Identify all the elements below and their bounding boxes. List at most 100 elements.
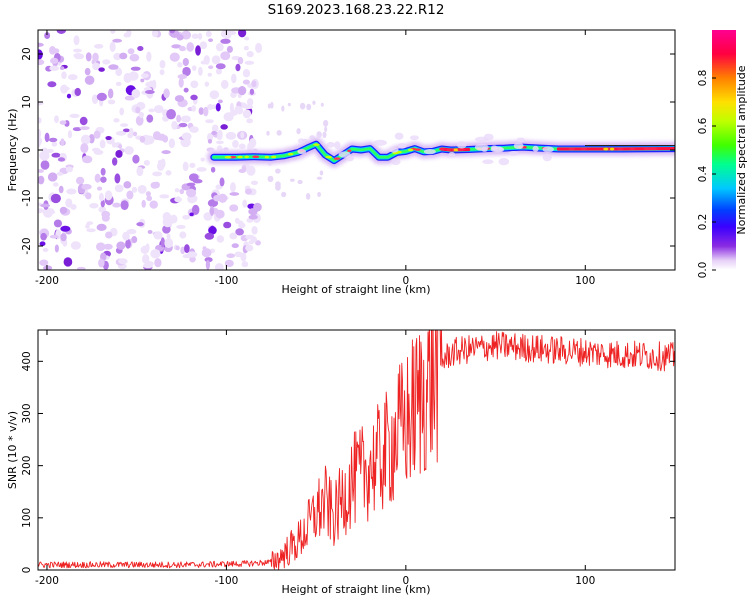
noise-blob <box>146 195 153 202</box>
noise-blob <box>85 192 92 200</box>
1-y-tick-label: 300 <box>21 403 33 423</box>
noise-blob <box>91 147 101 153</box>
noise-blob <box>142 263 154 269</box>
colorbar-gradient <box>712 30 736 270</box>
noise-blob <box>105 136 112 141</box>
noise-speckle <box>317 191 321 198</box>
noise-blob <box>139 135 146 143</box>
noise-speckle <box>281 191 287 198</box>
noise-blob <box>202 246 207 251</box>
ridge-hotspot <box>347 149 352 153</box>
noise-blob <box>216 140 224 145</box>
noise-blob <box>203 55 210 65</box>
snr-frame <box>37 329 676 571</box>
noise-blob <box>255 42 263 53</box>
noise-blob <box>109 41 116 53</box>
noise-blob <box>140 78 145 83</box>
noise-blob <box>251 225 258 235</box>
noise-blob <box>59 206 68 214</box>
noise-blob <box>243 45 249 51</box>
noise-speckle <box>296 128 301 135</box>
noise-blob <box>223 221 232 229</box>
noise-blob <box>105 231 113 239</box>
noise-blob <box>131 89 141 99</box>
noise-blob <box>112 202 121 208</box>
colorbar-label: Normalized spectral amplitude <box>735 65 748 234</box>
ridge-smear <box>423 148 436 155</box>
noise-blob <box>125 239 131 249</box>
noise-blob <box>130 66 141 71</box>
ridge-smear <box>508 151 519 156</box>
ridge-smear <box>346 155 355 162</box>
ridge-hotspot <box>568 147 576 151</box>
noise-blob <box>177 74 188 80</box>
noise-blob <box>137 45 144 51</box>
ridge-smear <box>498 158 510 166</box>
noise-blob <box>220 124 228 130</box>
ridge-hotspot <box>453 148 459 152</box>
colorbar-tick-label: 0.0 <box>697 262 709 279</box>
noise-blob <box>118 144 123 149</box>
ridge-smear <box>532 145 539 152</box>
noise-blob <box>223 112 234 122</box>
noise-blob <box>47 81 57 88</box>
noise-blob <box>191 33 199 39</box>
noise-blob <box>191 65 197 71</box>
noise-blob <box>179 188 185 195</box>
ridge-hotspot <box>609 147 615 151</box>
noise-blob <box>39 259 49 266</box>
noise-blob <box>171 44 182 49</box>
noise-blob <box>176 224 186 229</box>
noise-blob <box>220 79 229 89</box>
noise-blob <box>171 120 178 130</box>
noise-blob <box>150 249 161 259</box>
noise-blob <box>73 48 82 53</box>
noise-blob <box>215 68 222 75</box>
noise-blob <box>174 188 180 193</box>
noise-blob <box>84 75 95 85</box>
noise-blob <box>160 158 166 169</box>
noise-speckle <box>319 170 324 176</box>
ridge-smear <box>456 141 467 149</box>
noise-blob <box>65 166 73 173</box>
noise-blob <box>220 51 231 61</box>
noise-blob <box>101 210 111 218</box>
noise-blob <box>100 199 105 208</box>
noise-speckle <box>290 178 295 182</box>
noise-blob <box>152 171 163 177</box>
noise-blob <box>38 117 42 124</box>
noise-blob <box>174 95 185 102</box>
ridge-hotspot <box>643 147 650 151</box>
ridge-hotspot <box>264 155 269 159</box>
colorbar: 0.0 0.2 0.4 0.6 0.8 Normalized spectral ampl… <box>697 30 748 278</box>
noise-blob <box>58 185 64 194</box>
noise-blob <box>207 72 212 77</box>
noise-blob <box>169 30 175 34</box>
noise-blob <box>38 169 44 173</box>
ridge-smear <box>516 137 526 143</box>
noise-blob <box>135 106 141 114</box>
0-y-tick-label: -20 <box>21 237 33 254</box>
0-x-tick-label: 100 <box>575 275 595 287</box>
noise-blob <box>191 204 200 216</box>
noise-blob <box>92 52 99 62</box>
noise-blob <box>67 74 78 81</box>
spectrogram-y-ticks: -20 -10 0 10 20 <box>21 47 675 255</box>
noise-blob <box>234 217 240 224</box>
noise-blob <box>165 170 172 176</box>
noise-blob <box>140 245 150 254</box>
ridge-smear <box>334 141 341 150</box>
noise-blob <box>99 192 104 202</box>
noise-blob <box>224 259 234 268</box>
ridge-hotspot <box>313 143 320 146</box>
noise-blob <box>145 89 155 95</box>
noise-blob <box>60 138 65 146</box>
noise-blob <box>224 30 232 39</box>
noise-blob <box>210 166 216 173</box>
noise-blob <box>180 246 186 255</box>
noise-blob <box>199 41 208 50</box>
noise-blob <box>107 88 114 99</box>
ridge-hotspot <box>439 147 445 151</box>
noise-blob <box>225 131 237 140</box>
